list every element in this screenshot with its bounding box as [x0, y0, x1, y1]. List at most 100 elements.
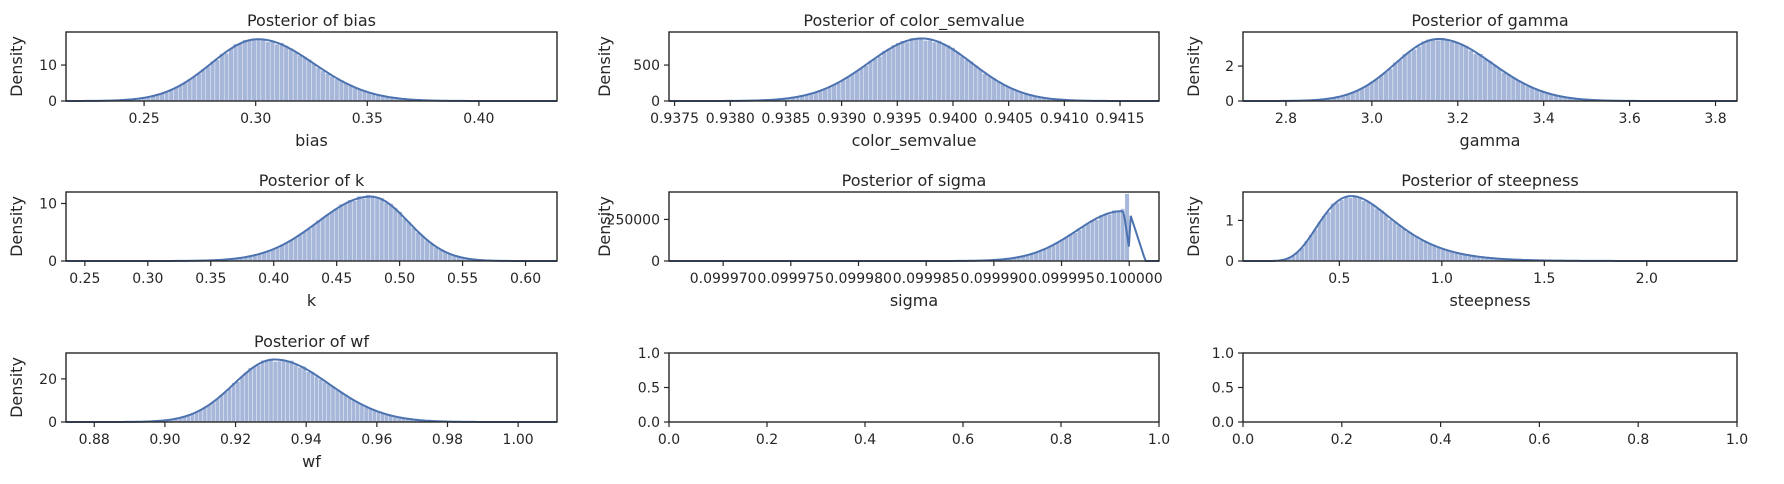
histogram-bar: [854, 70, 860, 102]
x-tick-label: 0.100000: [1096, 271, 1163, 287]
histogram-bar: [311, 63, 317, 102]
x-axis-label: k: [307, 291, 317, 310]
subplot-title: Posterior of color_semvalue: [803, 11, 1024, 31]
y-tick-label: 500: [633, 58, 660, 74]
histogram-bar: [293, 237, 299, 262]
x-axis-label: bias: [295, 131, 328, 150]
histogram-bar: [320, 70, 326, 102]
histogram-bar: [950, 47, 956, 102]
histogram-bar: [959, 56, 965, 102]
axes-frame: [668, 191, 1160, 262]
histogram-bar: [1046, 246, 1052, 262]
histogram-bar: [325, 73, 331, 102]
histogram-bar: [986, 75, 992, 102]
histogram-bar: [1378, 75, 1384, 102]
histogram-bar: [351, 400, 356, 423]
histogram-bar: [215, 398, 220, 423]
histogram-bar: [1468, 50, 1474, 102]
histogram-bar: [1520, 82, 1526, 102]
histogram-bar: [945, 45, 951, 102]
histogram-bar: [361, 197, 367, 262]
histogram-bar: [347, 397, 352, 423]
histogram-bar: [200, 68, 206, 102]
subplot-1: 0.25 0.30 0.35 0.40 0 10 Posterior of bias bias…: [7, 11, 558, 150]
y-axis-label: Density: [1184, 196, 1203, 257]
histogram-bar: [1392, 62, 1398, 102]
histogram-bar: [343, 394, 348, 423]
histogram-bar: [359, 404, 365, 423]
histogram-bar: [1339, 199, 1345, 262]
x-axis-label: color_semvalue: [852, 131, 977, 151]
histogram-bar: [374, 197, 380, 262]
histogram-bar: [890, 44, 896, 102]
x-tick-label: 0.6: [952, 432, 974, 448]
histogram-bar: [293, 364, 299, 423]
histogram-bar: [1383, 214, 1389, 262]
histogram-bar: [1473, 53, 1479, 102]
x-tick-label: 3.8: [1704, 111, 1726, 127]
histogram-bar: [1501, 72, 1507, 102]
subplot-7: 0.88 0.90 0.92 0.94 0.96 0.98 1.00 0 20 Posterior…: [7, 332, 558, 471]
histogram-bar: [1356, 197, 1362, 262]
histogram-bar: [356, 195, 362, 262]
histogram-bar: [237, 43, 243, 102]
x-tick-label: 0.9415: [1096, 111, 1145, 127]
histogram-bar: [1405, 231, 1411, 262]
subplot-8: 0.0 0.2 0.4 0.6 0.8 1.0 0.0 0.5 1.0: [638, 346, 1170, 448]
histogram-bar: [1365, 201, 1371, 262]
histogram-bar: [265, 41, 271, 102]
histogram-bar: [1435, 39, 1441, 102]
histogram-bar: [219, 394, 224, 423]
histogram-bar: [1387, 219, 1393, 262]
histogram-bar: [1396, 225, 1402, 262]
histogram-bar: [206, 404, 212, 423]
x-axis-label: gamma: [1460, 131, 1521, 150]
histogram-bar: [1038, 250, 1043, 262]
x-tick-label: 0.9385: [761, 111, 810, 127]
histogram-bar: [1059, 239, 1065, 262]
histogram-bar: [1077, 229, 1082, 262]
histogram-bar: [289, 360, 294, 423]
x-tick-label: 0.8: [1050, 432, 1072, 448]
histogram-bar: [1116, 210, 1121, 262]
histogram-bar: [306, 59, 312, 102]
histogram-bar: [205, 65, 211, 102]
histogram-bar: [909, 37, 915, 102]
x-tick-label: 0.099995: [1028, 271, 1095, 287]
x-tick-label: 0.0: [658, 432, 680, 448]
histogram-bar: [348, 85, 354, 102]
histogram-bar: [1482, 58, 1488, 102]
histogram-bar: [1005, 86, 1011, 102]
histogram-bar: [411, 227, 416, 262]
y-tick-label: 0: [651, 254, 660, 270]
histogram-bar: [1436, 247, 1442, 262]
x-tick-label: 0.8: [1627, 432, 1649, 448]
histogram-bar: [223, 391, 228, 423]
histogram-bar: [1402, 53, 1408, 102]
y-axis-label: Density: [7, 357, 26, 418]
y-tick-label: 0.0: [638, 415, 660, 431]
x-axis-label: wf: [302, 452, 321, 471]
histogram-bar: [1085, 223, 1091, 262]
axes-frame: [65, 352, 558, 423]
histogram-bar: [1430, 39, 1436, 102]
histogram-bar: [355, 402, 361, 423]
histogram-bar: [347, 199, 353, 262]
histogram-bar: [305, 371, 311, 423]
histogram-bar: [1055, 241, 1061, 262]
y-axis-label: Density: [595, 36, 614, 97]
axes-frame: [668, 31, 1160, 102]
histogram-bar: [927, 40, 933, 102]
histogram-bar: [1421, 40, 1427, 102]
x-tick-label: 0.25: [129, 111, 160, 127]
x-tick-label: 0.9395: [873, 111, 922, 127]
histogram-bar: [982, 73, 988, 102]
histogram-bar: [231, 382, 237, 423]
histogram-bar: [292, 51, 298, 102]
histogram-bar: [859, 67, 864, 102]
histogram-bar: [904, 41, 910, 102]
y-tick-label: 0.5: [1212, 381, 1234, 397]
histogram-bar: [918, 37, 924, 102]
histogram-bar: [941, 43, 947, 102]
histogram-bar: [288, 239, 294, 262]
